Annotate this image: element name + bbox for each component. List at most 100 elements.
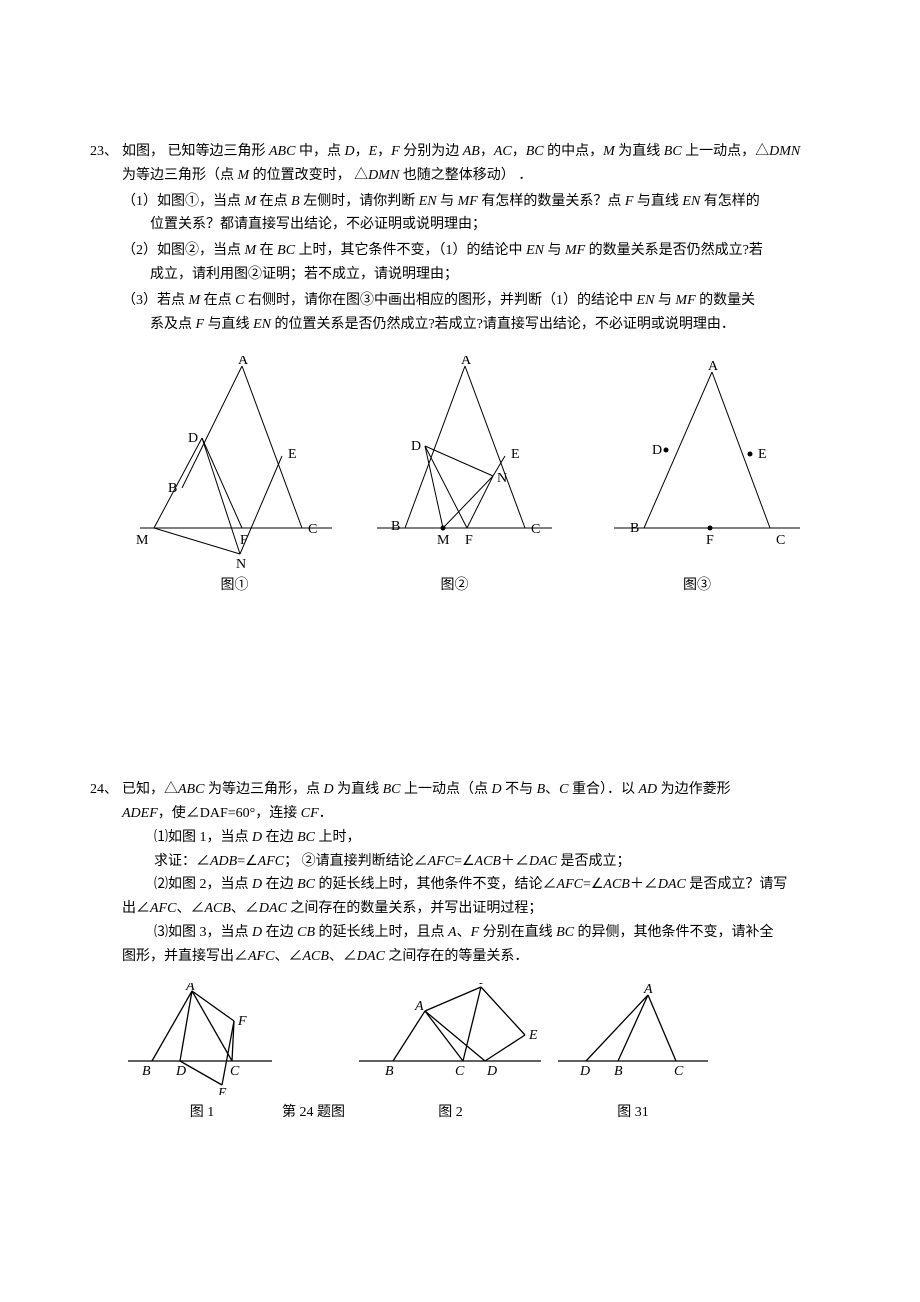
t: ＋∠	[630, 877, 658, 892]
t: A	[448, 925, 457, 940]
t: 中，点	[295, 144, 344, 159]
t: EN	[682, 194, 700, 209]
t: DAC	[357, 949, 385, 964]
p23-fig2-label: 图②	[441, 574, 469, 598]
t: ACB	[302, 949, 328, 964]
t: BC	[277, 243, 295, 258]
problem-24: 24、 已知，△ABC 为等边三角形，点 D 为直线 BC 上一动点（点 D 不…	[90, 778, 830, 1124]
svg-text:F: F	[706, 533, 714, 548]
svg-text:A: A	[708, 359, 719, 374]
t: 的延长线上时，其他条件不变，结论∠	[315, 877, 557, 892]
t: 有怎样的	[700, 194, 760, 209]
t: M	[189, 293, 201, 308]
t: ABC	[178, 782, 204, 797]
t: 上时，其它条件不变，（1）的结论中	[295, 243, 526, 258]
t: ，使∠DAF=60°，连接	[158, 806, 301, 821]
t: 上一动点，△	[682, 144, 770, 159]
t: 上一动点（点	[400, 782, 491, 797]
p23-fig2-wrap: ABCDEFMN 图②	[347, 356, 562, 598]
t: 也随之整体移动） ．	[399, 168, 532, 183]
svg-text:B: B	[142, 1064, 151, 1079]
t: 与	[654, 293, 675, 308]
t: 、∠	[176, 901, 204, 916]
t: BC	[297, 877, 315, 892]
t: D	[323, 782, 333, 797]
t: 分别在直线	[479, 925, 556, 940]
svg-text:C: C	[308, 522, 317, 537]
t: 在点	[256, 194, 291, 209]
p23-fig3-wrap: ABCDEF 图③	[582, 356, 812, 598]
t: M	[245, 194, 257, 209]
t: DAC	[658, 877, 686, 892]
svg-text:E: E	[758, 447, 767, 462]
p23-d: D	[344, 144, 354, 159]
svg-text:B: B	[391, 519, 400, 534]
p23-q3: （3）若点 M 在点 C 右侧时，请你在图③中画出相应的图形，并判断（1）的结论…	[122, 289, 830, 337]
t: （3）若点	[122, 293, 189, 308]
t: 之间存在的等量关系．	[385, 949, 529, 964]
problem-23-number: 23、	[90, 140, 118, 598]
t: MF	[675, 293, 695, 308]
t: F	[196, 317, 205, 332]
svg-text:E: E	[217, 1086, 227, 1095]
p23-e: E	[369, 144, 378, 159]
p24-fig3-svg: ABCD	[548, 983, 718, 1095]
svg-text:C: C	[776, 533, 785, 548]
p23-figures: ABCDEFMN 图① ABCDEFMN 图② ABCDEF 图③	[122, 356, 830, 598]
problem-24-number: 24、	[90, 778, 118, 1124]
t: 出∠	[122, 901, 150, 916]
svg-text:D: D	[579, 1064, 590, 1079]
t: 是否成立？请写	[686, 877, 788, 892]
p23-ab: AB	[463, 144, 480, 159]
t: DAC	[529, 854, 557, 869]
t: ，	[512, 144, 526, 159]
svg-text:F: F	[240, 533, 248, 548]
svg-text:C: C	[531, 522, 540, 537]
t: AFC	[248, 949, 274, 964]
t: D	[491, 782, 501, 797]
t: 不与	[502, 782, 537, 797]
svg-text:M: M	[437, 533, 450, 548]
t: 、∠	[231, 901, 259, 916]
p23-q1: （1）如图①，当点 M 在点 B 左侧时，请你判断 EN 与 MF 有怎样的数量…	[122, 190, 830, 238]
svg-text:B: B	[168, 481, 177, 496]
p24-subs: ⑴如图 1，当点 D 在边 BC 上时， 求证：∠ADB=∠AFC； ②请直接判…	[122, 826, 830, 874]
p23-fig1-wrap: ABCDEFMN 图①	[122, 356, 347, 598]
t: 在边	[262, 925, 297, 940]
problem-23: 23、 如图， 已知等边三角形 ABC 中，点 D，E，F 分别为边 AB，AC…	[90, 140, 830, 598]
p23-fig2-svg: ABCDEFMN	[347, 356, 562, 568]
svg-text:D: D	[175, 1064, 186, 1079]
p23-fig1-svg: ABCDEFMN	[122, 356, 347, 568]
t: 在边	[262, 830, 297, 845]
problem-23-body: 如图， 已知等边三角形 ABC 中，点 D，E，F 分别为边 AB，AC，BC …	[122, 140, 830, 598]
t: AFC	[428, 854, 454, 869]
p24-fig1-label: 图 1	[190, 1101, 215, 1125]
t: ACB	[204, 901, 230, 916]
t: C	[559, 782, 568, 797]
t: 已知，△	[122, 782, 178, 797]
p23-f: F	[391, 144, 400, 159]
t: 求证：∠	[154, 854, 210, 869]
t: 的数量关系是否仍然成立?若	[585, 243, 763, 258]
t: EN	[419, 194, 437, 209]
svg-text:A: A	[461, 356, 472, 368]
t: ⑴如图 1，当点	[154, 830, 252, 845]
t: CF	[301, 806, 319, 821]
t: 为直线	[334, 782, 383, 797]
p24-fig3-label: 图 31	[617, 1101, 649, 1125]
svg-text:A: A	[414, 999, 424, 1014]
t: =∠	[237, 854, 257, 869]
p24-fig3-wrap: ABCD 图 31	[548, 983, 718, 1125]
svg-text:F: F	[478, 983, 488, 988]
p23-fig3-svg: ABCDEF	[582, 356, 812, 568]
t: 在点	[200, 293, 235, 308]
t: 为等边三角形（点	[122, 168, 238, 183]
t: 系及点	[150, 317, 196, 332]
t: B	[537, 782, 546, 797]
p24-q2-l2: 出∠AFC、∠ACB、∠DAC 之间存在的数量关系，并写出证明过程；	[122, 897, 830, 921]
p23-abc: ABC	[269, 144, 295, 159]
t: 、∠	[329, 949, 357, 964]
t: MF	[458, 194, 478, 209]
t: AFC	[258, 854, 284, 869]
t: 是否成立；	[557, 854, 631, 869]
